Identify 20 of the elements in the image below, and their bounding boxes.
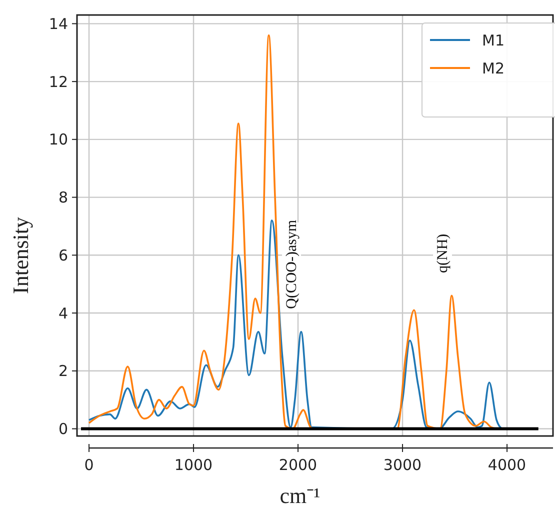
y-tick-label: 12 <box>48 72 68 91</box>
y-axis-title: Intensity <box>8 217 33 294</box>
y-tick-label: 10 <box>48 130 68 149</box>
y-tick-label: 14 <box>48 14 68 33</box>
legend-label: M1 <box>482 31 504 50</box>
x-axis-title: cm⁻¹ <box>280 483 320 508</box>
x-tick-label: 2000 <box>278 456 318 474</box>
annotation: Q(COO-)asym <box>284 220 300 309</box>
legend-label: M2 <box>482 59 504 78</box>
y-tick-label: 8 <box>58 188 68 207</box>
x-tick-label: 1000 <box>174 456 213 474</box>
y-tick-label: 6 <box>58 246 68 264</box>
y-tick-label: 2 <box>58 362 68 380</box>
y-tick-label: 0 <box>58 420 68 438</box>
y-tick-label: 4 <box>58 304 68 322</box>
annotation: q(NH) <box>435 234 451 273</box>
line-series <box>88 220 503 430</box>
x-tick-label: 3000 <box>383 456 422 474</box>
x-tick-label: 4000 <box>488 456 526 474</box>
x-tick-label: 0 <box>84 456 94 474</box>
